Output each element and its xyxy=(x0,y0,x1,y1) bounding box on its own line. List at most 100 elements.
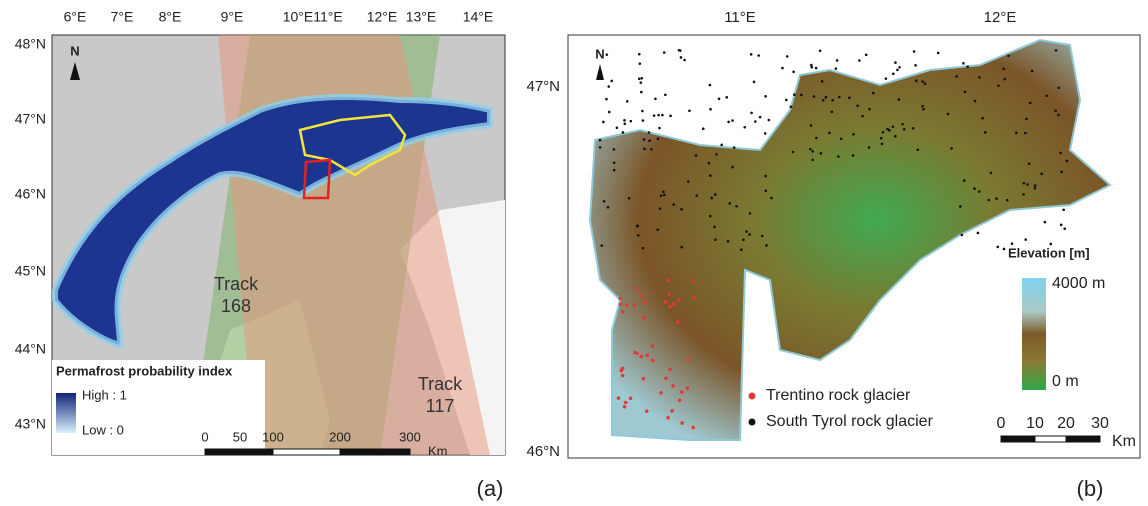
south-tyrol-point xyxy=(1045,94,1048,97)
south-tyrol-point xyxy=(1059,152,1062,155)
trentino-point xyxy=(651,344,655,348)
south-tyrol-point xyxy=(1007,54,1010,57)
south-tyrol-point xyxy=(894,135,897,138)
legend-gradient xyxy=(56,393,76,433)
south-tyrol-point xyxy=(836,59,839,62)
longitude-label: 11°E xyxy=(313,9,342,25)
south-tyrol-point xyxy=(599,146,602,149)
south-tyrol-point xyxy=(1025,118,1028,121)
south-tyrol-point xyxy=(656,228,659,231)
south-tyrol-point xyxy=(1003,78,1006,81)
south-tyrol-point xyxy=(916,148,919,151)
south-tyrol-point xyxy=(605,98,608,101)
elevation-max: 4000 m xyxy=(1052,275,1105,292)
south-tyrol-point xyxy=(663,51,666,54)
south-tyrol-point xyxy=(915,80,918,83)
latitude-label: 46°N xyxy=(526,443,560,460)
south-tyrol-point xyxy=(731,166,734,169)
south-tyrol-point xyxy=(664,93,667,96)
south-tyrol-point xyxy=(757,54,760,57)
south-tyrol-point xyxy=(858,59,861,62)
scale-tick: 300 xyxy=(399,429,421,444)
south-tyrol-point xyxy=(903,128,906,131)
longitude-label: 11°E xyxy=(724,9,756,26)
south-tyrol-point xyxy=(661,114,664,117)
south-tyrol-point xyxy=(978,76,981,79)
south-tyrol-point xyxy=(754,120,757,123)
south-tyrol-point xyxy=(868,146,871,149)
south-tyrol-point xyxy=(984,131,987,134)
south-tyrol-point xyxy=(1034,184,1037,187)
trentino-point xyxy=(692,279,696,283)
south-tyrol-point xyxy=(892,126,895,129)
south-tyrol-point xyxy=(881,143,884,146)
scale-unit: Km xyxy=(1112,433,1136,450)
north-label: N xyxy=(70,43,79,58)
trentino-point xyxy=(642,316,646,320)
south-tyrol-point xyxy=(626,100,629,103)
south-tyrol-point xyxy=(922,108,925,111)
south-tyrol-point xyxy=(781,67,784,70)
trentino-point xyxy=(633,303,637,307)
south-tyrol-point xyxy=(1022,193,1025,196)
south-tyrol-point xyxy=(825,96,828,99)
south-tyrol-point xyxy=(886,128,889,131)
south-tyrol-point xyxy=(759,116,762,119)
south-tyrol-point xyxy=(995,197,998,200)
south-tyrol-point xyxy=(820,152,823,155)
trentino-point xyxy=(667,279,671,283)
latitude-label: 48°N xyxy=(15,36,46,52)
south-tyrol-point xyxy=(1031,70,1034,73)
trentino-point xyxy=(642,377,646,381)
trentino-point xyxy=(643,301,647,305)
south-tyrol-point xyxy=(1029,102,1032,105)
south-tyrol-point xyxy=(1060,171,1063,174)
south-tyrol-point xyxy=(720,144,723,147)
south-tyrol-point xyxy=(709,215,712,218)
south-tyrol-point xyxy=(1006,199,1009,202)
south-tyrol-point xyxy=(815,67,818,70)
south-tyrol-point xyxy=(990,172,993,175)
south-tyrol-point xyxy=(657,138,660,141)
latitude-label: 45°N xyxy=(15,263,46,279)
south-tyrol-point xyxy=(792,71,795,74)
south-tyrol-point xyxy=(753,81,756,84)
south-tyrol-point xyxy=(1063,227,1066,230)
south-tyrol-point xyxy=(641,110,644,113)
south-tyrol-point xyxy=(1044,221,1047,224)
trentino-point xyxy=(676,320,680,324)
south-tyrol-point xyxy=(643,148,646,151)
legend-high: High : 1 xyxy=(82,387,127,402)
south-tyrol-point xyxy=(1057,87,1060,90)
south-tyrol-point xyxy=(852,154,855,157)
scale-tick: 200 xyxy=(329,429,351,444)
scale-tick: 0 xyxy=(997,415,1006,432)
south-tyrol-point xyxy=(861,115,864,118)
south-tyrol-point xyxy=(628,197,631,200)
south-tyrol-point xyxy=(1023,182,1026,185)
trentino-point xyxy=(623,405,627,409)
longitude-label: 7°E xyxy=(111,9,134,25)
south-tyrol-point xyxy=(800,94,803,97)
south-tyrol-point xyxy=(743,126,746,129)
elevation-min: 0 m xyxy=(1052,373,1079,390)
south-tyrol-point xyxy=(1002,67,1005,70)
track-label: 168 xyxy=(221,296,251,316)
scale-tick: 30 xyxy=(1091,415,1109,432)
south-tyrol-point xyxy=(901,123,904,126)
south-tyrol-point xyxy=(1024,238,1027,241)
south-tyrol-point xyxy=(963,179,966,182)
south-tyrol-point xyxy=(613,169,616,172)
south-tyrol-point xyxy=(714,193,717,196)
trentino-point xyxy=(621,310,625,314)
south-tyrol-point xyxy=(607,206,610,209)
south-tyrol-point xyxy=(672,203,675,206)
south-tyrol-point xyxy=(912,127,915,130)
trentino-point xyxy=(678,398,682,402)
trentino-point xyxy=(621,374,625,378)
scale-bar xyxy=(240,449,273,455)
trentino-point xyxy=(680,421,684,425)
south-tyrol-point xyxy=(966,65,969,68)
trentino-point xyxy=(651,359,655,363)
longitude-label: 6°E xyxy=(64,9,87,25)
